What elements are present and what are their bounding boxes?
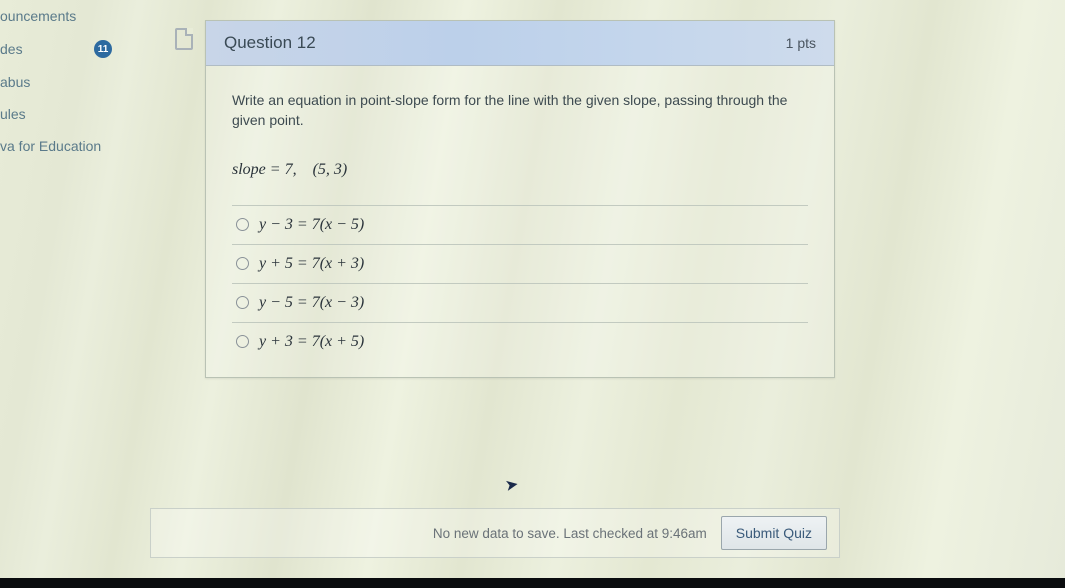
choice-text: y − 5 = 7(x − 3): [259, 294, 364, 312]
choice-text: y − 3 = 7(x − 5): [259, 216, 364, 234]
radio-icon[interactable]: [236, 218, 249, 231]
choice-text: y + 5 = 7(x + 3): [259, 255, 364, 273]
question-header: Question 12 1 pts: [206, 21, 834, 66]
sidebar-badge: 11: [94, 40, 112, 58]
question-body: Write an equation in point-slope form fo…: [206, 66, 834, 377]
answer-choice[interactable]: y + 3 = 7(x + 5): [232, 323, 808, 367]
sidebar-item-label: ules: [0, 106, 26, 122]
sidebar-item-label: va for Education: [0, 138, 101, 154]
question-points: 1 pts: [786, 35, 816, 51]
question-title: Question 12: [224, 33, 316, 53]
document-icon: [175, 28, 193, 50]
answer-choice[interactable]: y − 5 = 7(x − 3): [232, 284, 808, 323]
given-text: slope = 7, (5, 3): [232, 161, 347, 178]
sidebar-item-label: ouncements: [0, 8, 76, 24]
radio-icon[interactable]: [236, 335, 249, 348]
sidebar-item-label: des: [0, 41, 23, 57]
cursor-icon: ➤: [503, 474, 520, 496]
sidebar-item-canva[interactable]: va for Education: [0, 130, 130, 162]
answer-choices: y − 3 = 7(x − 5) y + 5 = 7(x + 3) y − 5 …: [232, 205, 808, 367]
answer-choice[interactable]: y + 5 = 7(x + 3): [232, 245, 808, 284]
radio-icon[interactable]: [236, 296, 249, 309]
sidebar-item-syllabus[interactable]: abus: [0, 66, 130, 98]
sidebar-item-announcements[interactable]: ouncements: [0, 0, 130, 32]
sidebar-item-modules[interactable]: ules: [0, 98, 130, 130]
radio-icon[interactable]: [236, 257, 249, 270]
course-nav-sidebar: ouncements des 11 abus ules va for Educa…: [0, 0, 130, 162]
sidebar-item-label: abus: [0, 74, 30, 90]
answer-choice[interactable]: y − 3 = 7(x − 5): [232, 206, 808, 245]
question-given: slope = 7, (5, 3): [232, 161, 808, 179]
sidebar-item-grades[interactable]: des 11: [0, 32, 130, 66]
autosave-message: No new data to save. Last checked at 9:4…: [433, 526, 707, 541]
submit-quiz-button[interactable]: Submit Quiz: [721, 516, 827, 550]
question-prompt: Write an equation in point-slope form fo…: [232, 90, 808, 131]
choice-text: y + 3 = 7(x + 5): [259, 333, 364, 351]
window-bottom-edge: [0, 578, 1065, 588]
quiz-footer: No new data to save. Last checked at 9:4…: [150, 508, 840, 558]
question-card: Question 12 1 pts Write an equation in p…: [205, 20, 835, 378]
